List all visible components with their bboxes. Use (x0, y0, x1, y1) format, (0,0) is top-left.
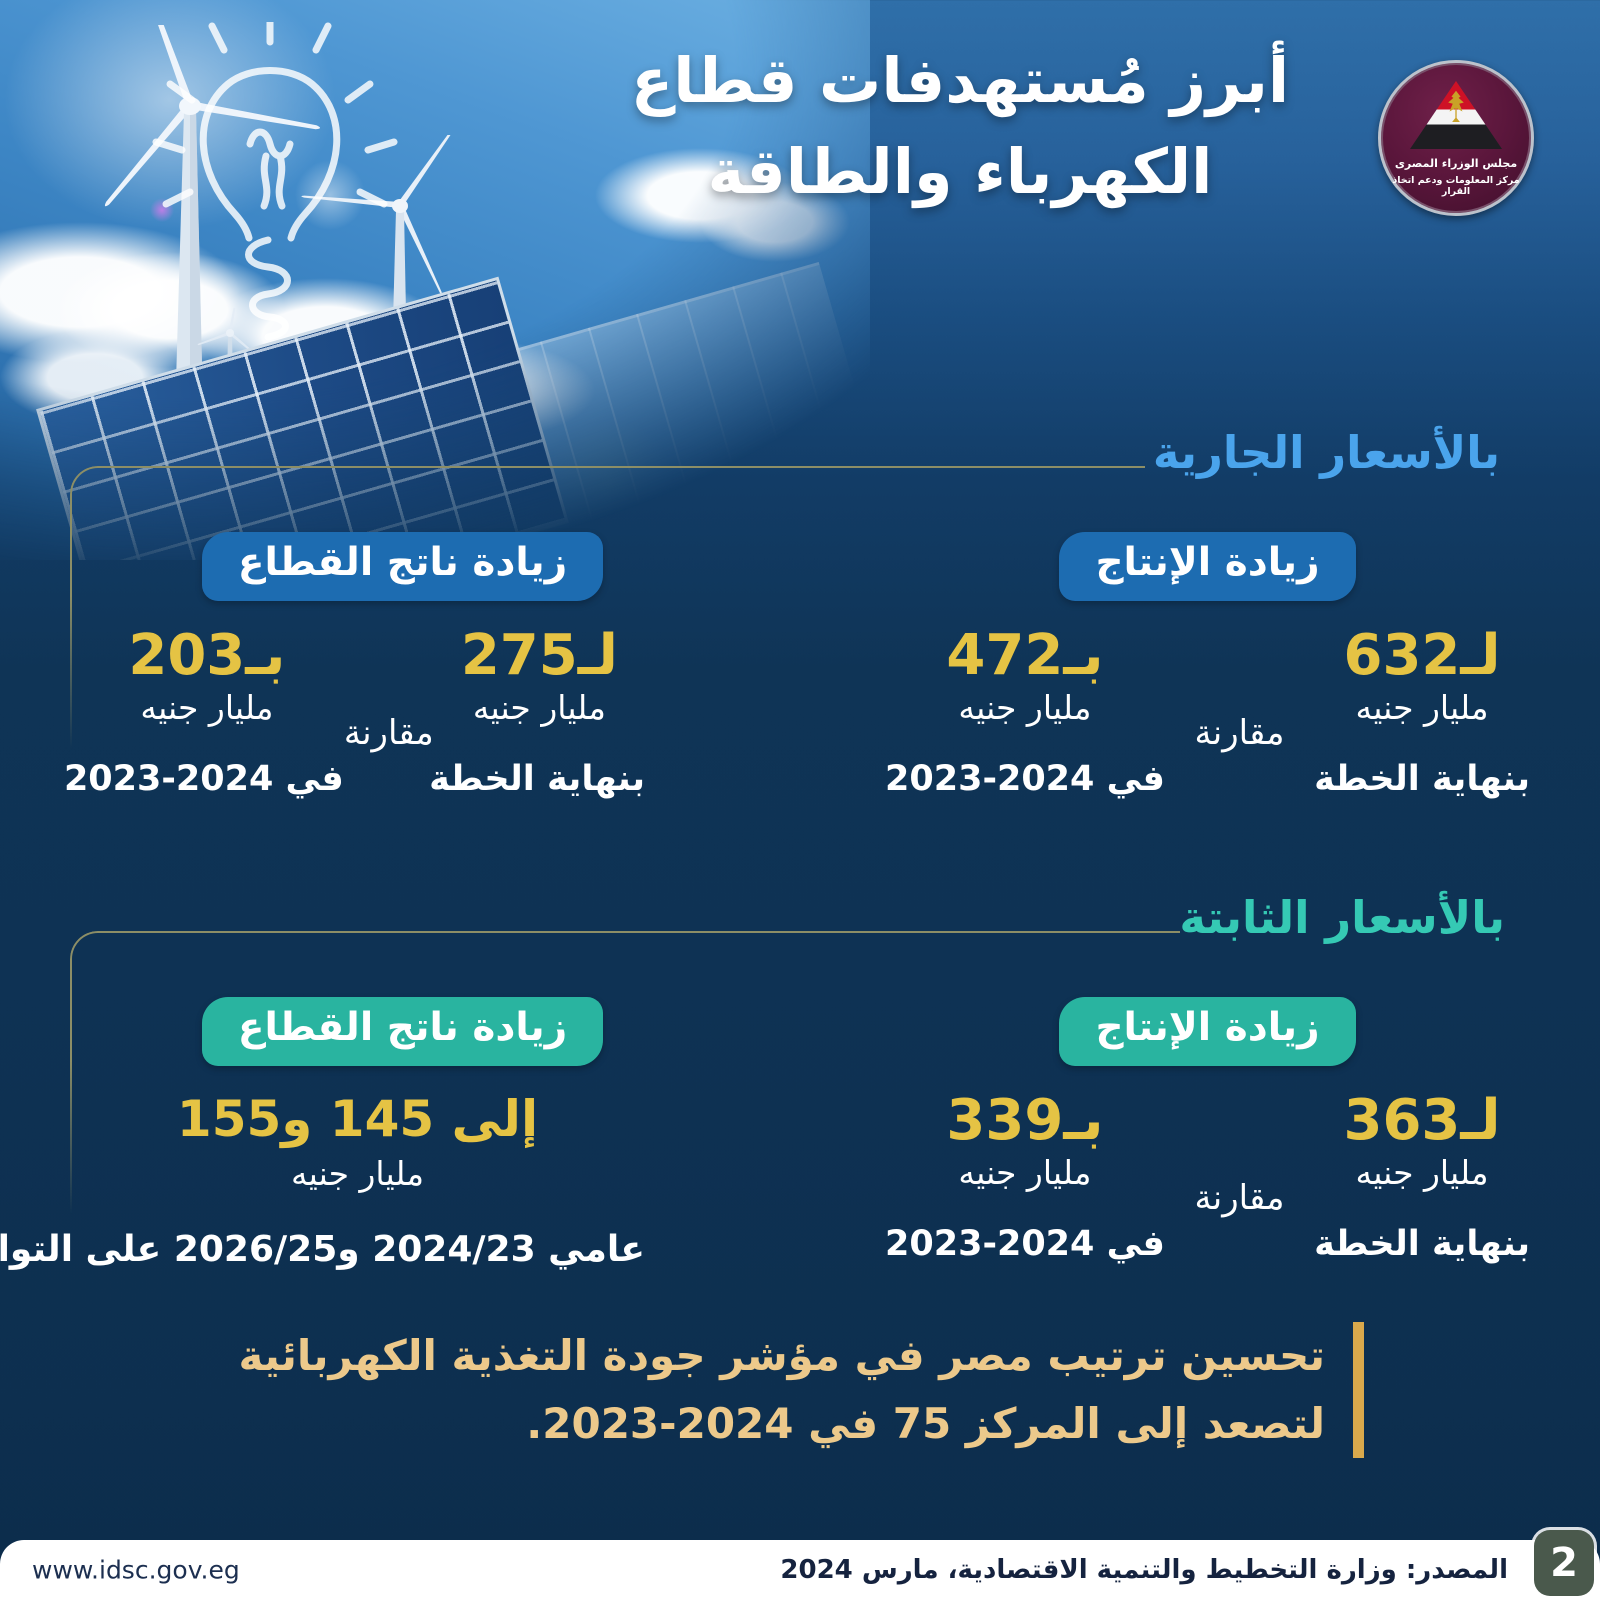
group-output-constant: زيادة ناتج القطاع إلى 145 و155 مليار جني… (0, 997, 645, 1270)
base-unit: مليار جنيه (140, 687, 274, 727)
base-value: بـ203 (128, 623, 286, 688)
ranking-note-line2: لتصعد إلى المركز 75 في 2024-2023. (526, 1399, 1325, 1449)
target-period: بنهاية الخطة (1314, 758, 1530, 799)
output-period: عامي 2024/23 و2026/25 على التوالي (0, 1229, 645, 1270)
compare-label: مقارنة (343, 713, 434, 753)
target-value: لـ363 (1343, 1088, 1501, 1153)
base-period: في 2024-2023 (885, 758, 1165, 799)
output-value: إلى 145 و155 (176, 1090, 539, 1148)
base-value: بـ472 (946, 623, 1104, 688)
output-unit: مليار جنيه (290, 1154, 425, 1193)
base-column: بـ472 مليار جنيه في 2024-2023 (885, 623, 1165, 799)
target-value: لـ632 (1343, 623, 1501, 688)
target-column: لـ363 مليار جنيه بنهاية الخطة (1314, 1088, 1530, 1264)
base-unit: مليار جنيه (958, 1152, 1092, 1192)
section-rule (70, 466, 1145, 788)
badge-output: زيادة ناتج القطاع (201, 997, 604, 1066)
section-rule (70, 931, 1180, 1253)
logo-center-name: مركز المعلومات ودعم اتخاذ القرار (1392, 175, 1520, 197)
base-period: في 2024-2023 (885, 1223, 1165, 1264)
compare-label: مقارنة (1194, 1178, 1285, 1218)
section-groups: زيادة الإنتاج لـ363 مليار جنيه بنهاية ال… (0, 997, 1530, 1270)
source-credit: المصدر: وزارة التخطيط والتنمية الاقتصادي… (780, 1555, 1508, 1585)
page-number-badge: 2 (1534, 1530, 1594, 1596)
cabinet-logo: مجلس الوزراء المصرى مركز المعلومات ودعم … (1378, 60, 1534, 216)
base-column: بـ339 مليار جنيه في 2024-2023 (885, 1088, 1165, 1264)
group-production-constant: زيادة الإنتاج لـ363 مليار جنيه بنهاية ال… (885, 997, 1530, 1270)
compare-row: لـ275 مليار جنيه بنهاية الخطة مقارنة بـ2… (63, 623, 645, 799)
section-header-current: بالأسعار الجارية (1152, 426, 1500, 479)
light-bulb-sketch-icon (152, 22, 398, 341)
section-header-constant: بالأسعار الثابتة (1179, 891, 1505, 944)
base-period: في 2024-2023 (63, 758, 344, 799)
target-value: لـ275 (460, 623, 618, 688)
badge-output: زيادة ناتج القطاع (201, 532, 604, 601)
page-title: أبرز مُستهدفات قطاع الكهرباء والطاقة (630, 48, 1290, 204)
ranking-note-line1: تحسين ترتيب مصر في مؤشر جودة التغذية الك… (238, 1331, 1325, 1380)
cloud (700, 182, 850, 262)
compare-row: لـ363 مليار جنيه بنهاية الخطة مقارنة بـ3… (885, 1088, 1530, 1264)
compare-row: لـ632 مليار جنيه بنهاية الخطة مقارنة بـ4… (885, 623, 1530, 799)
badge-production: زيادة الإنتاج (1059, 997, 1356, 1066)
target-column: لـ632 مليار جنيه بنهاية الخطة (1314, 623, 1530, 799)
base-unit: مليار جنيه (958, 687, 1092, 727)
target-period: بنهاية الخطة (1314, 1223, 1530, 1264)
compare-label: مقارنة (1194, 713, 1285, 753)
badge-production: زيادة الإنتاج (1059, 532, 1356, 601)
target-column: لـ275 مليار جنيه بنهاية الخطة (429, 623, 645, 799)
ranking-note: تحسين ترتيب مصر في مؤشر جودة التغذية الك… (238, 1322, 1364, 1459)
target-period: بنهاية الخطة (429, 758, 645, 799)
target-unit: مليار جنيه (472, 687, 606, 727)
group-output-current: زيادة ناتج القطاع لـ275 مليار جنيه بنهاي… (63, 532, 645, 799)
target-unit: مليار جنيه (1355, 687, 1489, 727)
logo-org-name: مجلس الوزراء المصرى (1394, 157, 1518, 170)
page-title-line2: الكهرباء والطاقة (707, 135, 1213, 209)
group-production-current: زيادة الإنتاج لـ632 مليار جنيه بنهاية ال… (885, 532, 1530, 799)
target-unit: مليار جنيه (1355, 1152, 1489, 1192)
page-title-line1: أبرز مُستهدفات قطاع (630, 44, 1290, 117)
hero-photo (0, 0, 870, 560)
lens-flare (545, 420, 675, 550)
base-column: بـ203 مليار جنيه في 2024-2023 (63, 623, 344, 799)
base-value: بـ339 (946, 1088, 1104, 1153)
website-url: www.idsc.gov.eg (32, 1555, 240, 1585)
footer-bar: www.idsc.gov.eg المصدر: وزارة التخطيط وا… (0, 1540, 1600, 1600)
section-groups: زيادة الإنتاج لـ632 مليار جنيه بنهاية ال… (63, 532, 1530, 799)
eagle-icon (1448, 90, 1464, 122)
